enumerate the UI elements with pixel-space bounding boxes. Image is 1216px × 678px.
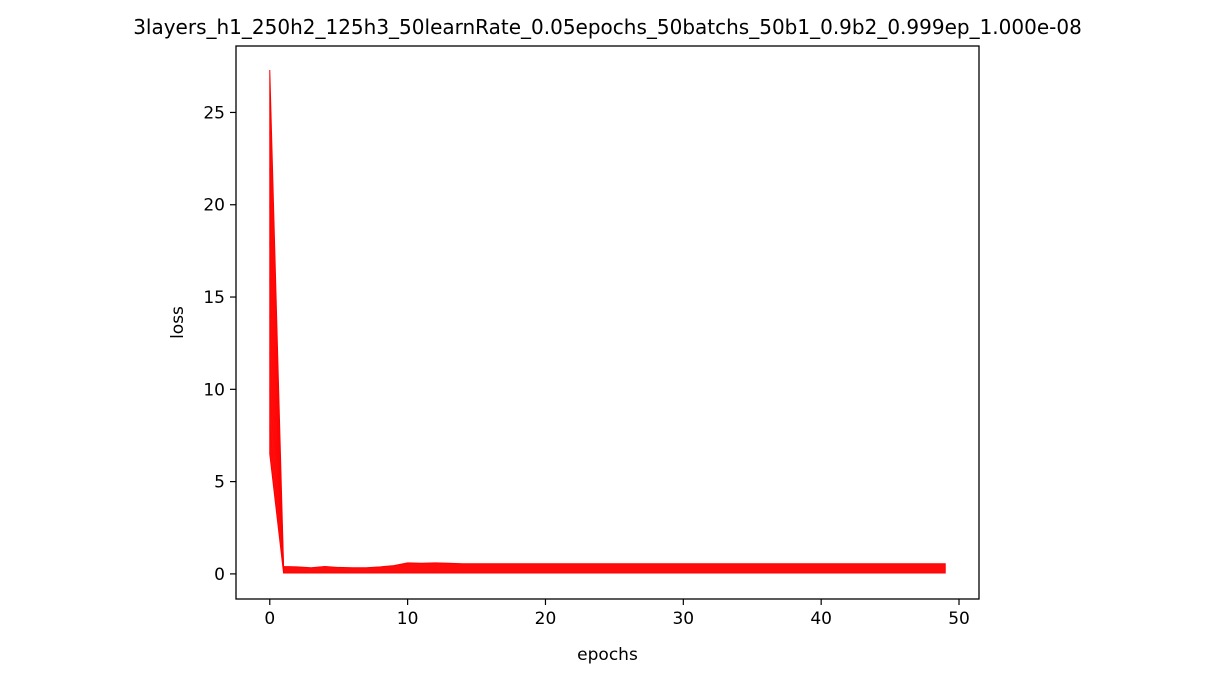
y-tick-label: 25: [203, 103, 225, 123]
loss-curve-fan-line: [269, 315, 285, 569]
loss-curve-fan-line: [269, 130, 285, 569]
loss-curve-fan-line: [269, 278, 285, 569]
loss-curve-fan-line: [269, 352, 285, 569]
loss-curve-fan-line: [269, 241, 285, 569]
y-tick-label: 5: [214, 473, 225, 493]
loss-curve-fan-line: [269, 426, 285, 569]
loss-curve-fan-line: [269, 167, 285, 569]
y-tick-label: 0: [214, 565, 225, 585]
axes-frame: [235, 45, 980, 600]
x-tick-label: 20: [535, 609, 557, 629]
loss-curve-fan-line: [269, 204, 285, 569]
x-tick-label: 40: [810, 609, 832, 629]
y-axis-label: loss: [168, 306, 188, 339]
x-axis: 0 10 20 30 40 50: [264, 599, 970, 629]
y-tick-label: 10: [203, 380, 225, 400]
x-axis-label: epochs: [577, 645, 638, 665]
y-tick-label: 15: [203, 288, 225, 308]
loss-curves-band: [269, 69, 946, 574]
x-tick-label: 0: [264, 609, 275, 629]
plot-area: [269, 69, 946, 574]
y-axis: 0 5 10 15 20 25: [203, 103, 236, 585]
chart-title: 3layers_h1_250h2_125h3_50learnRate_0.05e…: [133, 15, 1082, 39]
x-tick-label: 10: [397, 609, 419, 629]
y-tick-label: 20: [203, 196, 225, 216]
x-tick-label: 30: [672, 609, 694, 629]
loss-curve-fan-line: [269, 389, 285, 569]
x-tick-label: 50: [948, 609, 970, 629]
